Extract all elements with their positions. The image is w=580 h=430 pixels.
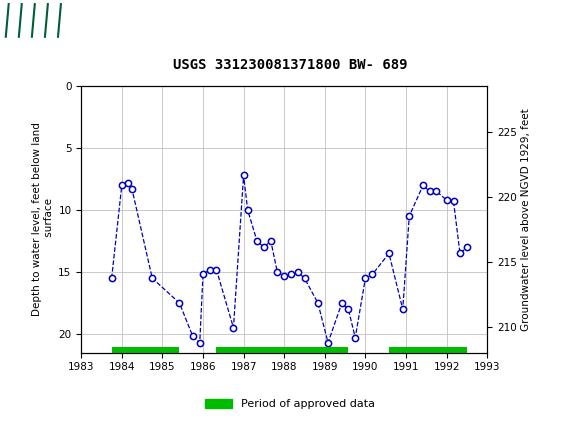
Legend: Period of approved data: Period of approved data [200, 395, 380, 414]
Text: USGS: USGS [67, 13, 114, 28]
FancyBboxPatch shape [6, 4, 58, 37]
Y-axis label: Depth to water level, feet below land
 surface: Depth to water level, feet below land su… [32, 123, 54, 316]
Bar [389, 347, 467, 353]
Bar [111, 347, 179, 353]
Text: USGS 331230081371800 BW- 689: USGS 331230081371800 BW- 689 [173, 58, 407, 72]
Bar [216, 347, 349, 353]
Y-axis label: Groundwater level above NGVD 1929, feet: Groundwater level above NGVD 1929, feet [521, 108, 531, 331]
